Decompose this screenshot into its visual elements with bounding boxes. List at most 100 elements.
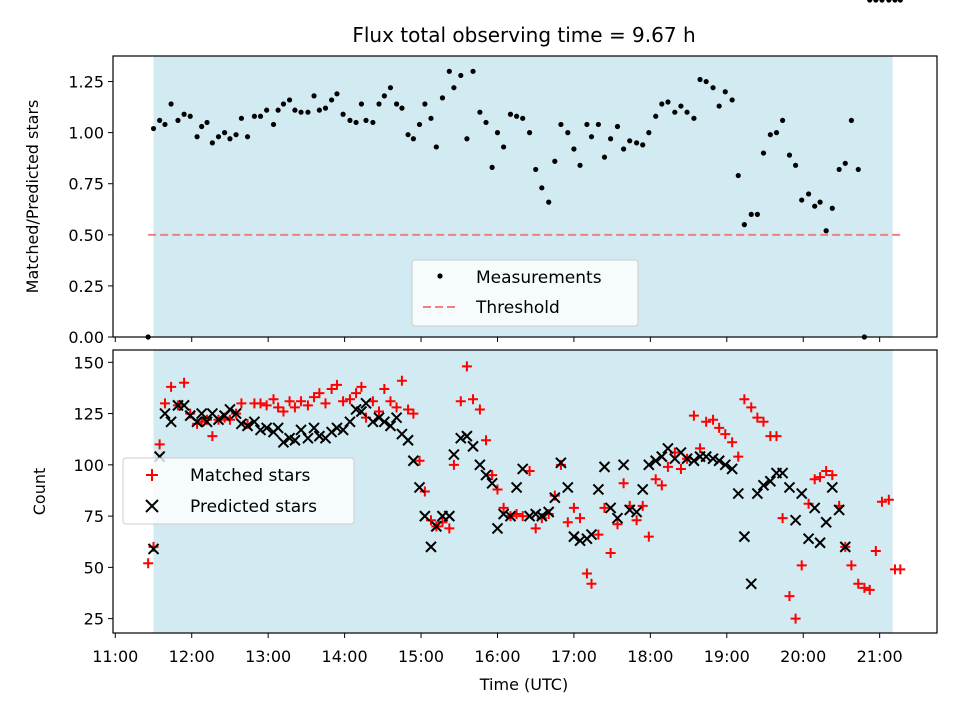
predicted-star-point: [165, 416, 177, 428]
measurement-point: [741, 222, 747, 228]
measurement-point: [157, 117, 163, 123]
measurement-point: [168, 101, 174, 107]
matched-star-point: [895, 564, 906, 575]
predicted-star-point: [656, 450, 668, 463]
measurement-point: [817, 199, 823, 205]
matched-star-point: [586, 578, 597, 589]
measurement-point: [500, 144, 507, 150]
matched-star-point: [821, 465, 832, 476]
predicted-star-point: [224, 403, 236, 416]
measurement-point: [329, 97, 335, 103]
predicted-star-point: [407, 455, 420, 467]
matched-star-point: [331, 379, 342, 390]
matched-star-point: [255, 398, 266, 409]
predicted-star-point: [448, 448, 460, 461]
matched-star-point: [236, 398, 247, 409]
measurement-point: [546, 199, 552, 205]
predicted-star-point: [839, 541, 851, 553]
y-tick-label: 75: [84, 507, 104, 526]
measurement-point: [358, 101, 365, 107]
top-axes-frame: [112, 55, 938, 338]
measurement-point: [311, 93, 317, 99]
predicted-star-point: [700, 450, 712, 463]
y-tick-label: 150: [73, 353, 104, 372]
matched-star-point: [714, 422, 725, 433]
measurement-point: [571, 146, 577, 152]
x-tick-label: 18:00: [627, 647, 673, 666]
measurement-point: [584, 121, 590, 128]
measurement-point: [577, 162, 583, 168]
measurement-point: [558, 121, 564, 128]
predicted-star-point: [378, 416, 391, 428]
x-tick-label: 12:00: [169, 647, 215, 666]
matched-star-point: [631, 515, 642, 526]
matched-star-point: [296, 396, 307, 407]
matched-star-point: [568, 502, 579, 513]
y-tick-label: 0.00: [68, 328, 104, 347]
predicted-star-point: [745, 578, 757, 590]
predicted-star-point: [147, 543, 160, 555]
matched-star-point: [498, 502, 509, 513]
matched-star-point: [455, 396, 466, 407]
predicted-star-point: [738, 530, 751, 543]
predicted-star-point: [808, 502, 821, 514]
predicted-star-point: [751, 487, 764, 500]
measurement-point: [194, 134, 200, 140]
matched-star-point: [599, 502, 610, 513]
matched-star-point: [391, 402, 402, 413]
matched-star-point: [815, 472, 826, 483]
x-tick-label: 21:00: [857, 647, 903, 666]
predicted-star-point: [367, 416, 379, 428]
matched-star-point: [853, 578, 864, 589]
predicted-star-point: [783, 481, 796, 494]
measurement-point: [175, 117, 181, 123]
predicted-star-point: [430, 520, 443, 533]
measurement-point: [221, 130, 228, 136]
measurement-point: [257, 113, 264, 119]
predicted-star-point: [585, 528, 598, 541]
matched-star-point: [492, 484, 503, 495]
predicted-star-point: [461, 430, 473, 442]
predicted-star-point: [562, 481, 574, 494]
measurement-point: [494, 130, 501, 136]
measurement-point: [376, 101, 382, 107]
measurement-point: [433, 144, 439, 150]
measurement-point: [886, 0, 892, 3]
legend-entry-measurements: Measurements: [476, 268, 602, 288]
measurement-point: [691, 115, 697, 121]
matched-star-point: [468, 394, 479, 405]
predicted-star-point: [497, 508, 510, 520]
measurement-point: [710, 85, 716, 91]
measurement-point: [422, 101, 428, 107]
matched-star-point: [403, 404, 414, 415]
measurement-point: [162, 121, 168, 128]
matched-star-point: [581, 568, 592, 579]
predicted-star-point: [630, 506, 643, 518]
measurement-point: [767, 132, 773, 138]
predicted-star-point: [820, 516, 832, 528]
measurement-point: [842, 160, 848, 166]
predicted-star-point: [413, 481, 426, 494]
predicted-star-point: [549, 491, 561, 504]
matched-star-point: [302, 400, 313, 411]
measurement-point: [507, 111, 514, 117]
measurement-point: [754, 211, 760, 217]
predicted-star-point: [260, 422, 273, 434]
y-axis-label: Count: [30, 468, 49, 516]
matched-star-point: [309, 392, 320, 403]
predicted-star-point: [467, 440, 479, 453]
matched-star-point: [758, 416, 769, 427]
matched-star-point: [675, 463, 686, 474]
matched-star-point: [408, 408, 419, 419]
predicted-star-point: [480, 469, 492, 481]
predicted-star-point: [230, 407, 242, 420]
legend-entry-threshold: Threshold: [475, 298, 560, 318]
measurement-point: [251, 113, 258, 119]
measurement-point: [805, 191, 812, 197]
predicted-star-point: [643, 459, 655, 471]
predicted-star-point: [308, 422, 320, 434]
matched-star-point: [474, 404, 485, 415]
measurement-point: [233, 132, 239, 138]
matched-star-point: [448, 459, 459, 470]
